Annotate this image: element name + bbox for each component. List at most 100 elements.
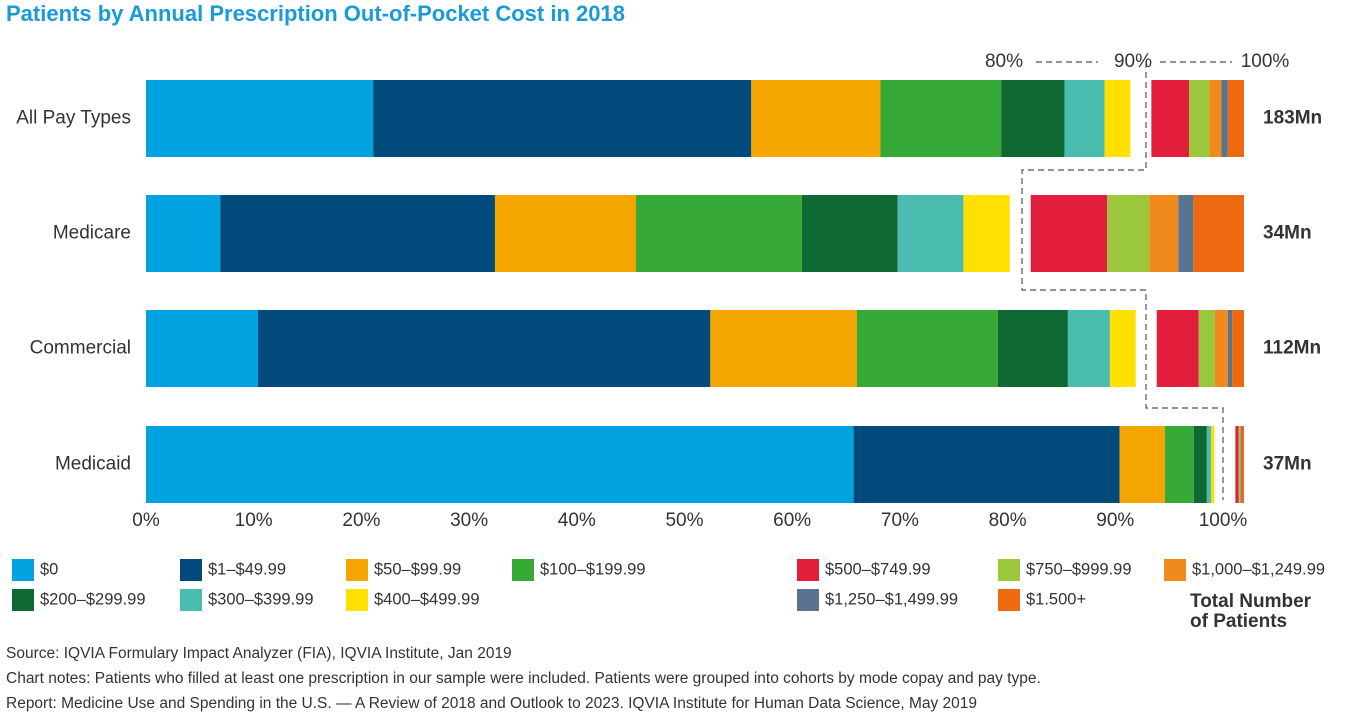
bar-segment [1209,80,1222,157]
legend-label: $300–$399.99 [208,590,314,608]
y-tick-label: All Pay Types [16,108,131,129]
bar-segment [1178,195,1194,272]
y-tick-label: Medicare [53,223,131,244]
legend-label: $750–$999.99 [1026,560,1132,578]
legend-swatch [998,559,1020,581]
bar-segment [963,195,1010,272]
bar-segment [1156,310,1199,387]
bar-segment [1030,195,1108,272]
total-label: 37Mn [1263,454,1312,475]
bar-segment [880,80,1002,157]
x-tick-label: 100% [1199,510,1248,531]
x-tick-label: 30% [450,510,488,531]
x-tick-label: 10% [235,510,273,531]
bar-segment [1227,80,1244,157]
bar-segment [997,310,1068,387]
x-tick-label: 80% [989,510,1027,531]
chart-title: Patients by Annual Prescription Out-of-P… [6,1,625,26]
bar-segment [751,80,881,157]
legend-label: $0 [40,560,58,578]
legend-swatch [998,589,1020,611]
bar-segment [1198,310,1215,387]
bar-segment [1149,195,1179,272]
legend-swatch [346,559,368,581]
bar-segment [1211,426,1215,503]
inset-label: 100% [1241,51,1290,72]
legend-swatch [12,589,34,611]
inset-label: 80% [985,51,1023,72]
legend-label: $500–$749.99 [825,560,931,578]
legend-swatch [346,589,368,611]
footnote: Chart notes: Patients who filled at leas… [6,670,1041,687]
legend-swatch [797,559,819,581]
legend-label: $1.500+ [1026,590,1086,608]
totals-label: Total Number of Patients [1190,591,1312,632]
bar-segment [801,195,898,272]
footnote: Source: IQVIA Formulary Impact Analyzer … [6,645,512,662]
bar-segment [373,80,752,157]
bar-segment [1232,310,1244,387]
legend-swatch [180,559,202,581]
bar-segment [220,195,495,272]
bar-segment [1235,426,1239,503]
y-tick-label: Medicaid [55,454,131,475]
bar-segment [1064,80,1105,157]
footnote: Report: Medicine Use and Spending in the… [6,695,977,712]
y-tick-label: Commercial [30,338,131,359]
x-tick-label: 70% [881,510,919,531]
bar-segment [146,310,259,387]
bar-segment [146,80,374,157]
bar-segment [856,310,998,387]
legend-swatch [12,559,34,581]
legend-swatch [1164,559,1186,581]
bar-segment [1151,80,1190,157]
bar-segment [1214,310,1228,387]
bar-segment [636,195,802,272]
legend-label: $50–$99.99 [374,560,461,578]
bar-segment [1001,80,1065,157]
bar-segment [1107,195,1150,272]
x-tick-label: 50% [665,510,703,531]
x-tick-label: 40% [558,510,596,531]
bar-segment [146,426,854,503]
legend-label: $200–$299.99 [40,590,146,608]
legend-label: $100–$199.99 [540,560,646,578]
bar-segment [1193,426,1207,503]
bar-segment [1104,80,1131,157]
legend-swatch [512,559,534,581]
x-tick-label: 20% [342,510,380,531]
bar-segment [1221,80,1228,157]
bar-segment [1164,426,1194,503]
legend-swatch [797,589,819,611]
legend-swatch [180,589,202,611]
bar-segment [1189,80,1210,157]
x-tick-label: 0% [132,510,160,531]
legend-label: $1,250–$1,499.99 [825,590,958,608]
inset-label: 90% [1114,51,1152,72]
bar-segment [1239,426,1241,503]
legend-label: $1–$49.99 [208,560,286,578]
total-label: 34Mn [1263,223,1312,244]
bar-segment [258,310,711,387]
bar-segment [146,195,221,272]
bar-segment [1227,310,1233,387]
x-tick-label: 90% [1096,510,1134,531]
total-label: 112Mn [1263,338,1321,359]
bar-segment [494,195,637,272]
x-tick-label: 60% [773,510,811,531]
bar-segment [897,195,964,272]
bar-segment [1193,195,1244,272]
bar-segment [710,310,857,387]
bar-segment [1206,426,1212,503]
bar-segment [1067,310,1110,387]
legend-label: $1,000–$1,249.99 [1192,560,1325,578]
bar-segment [1240,426,1242,503]
bar-segment [853,426,1120,503]
bar-segment [1119,426,1165,503]
bar-segment [1241,426,1244,503]
bar-segment [1238,426,1240,503]
total-label: 183Mn [1263,108,1322,129]
inset-connector [1021,61,1232,500]
bar-segment [1109,310,1136,387]
